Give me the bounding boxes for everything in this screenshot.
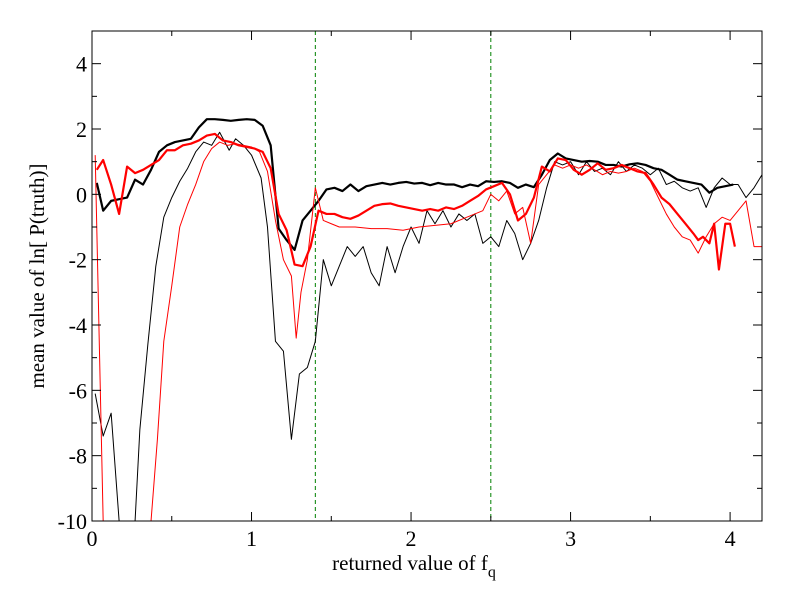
x-tick-label: 2	[406, 526, 417, 551]
series-line-3	[95, 132, 736, 271]
series-layer	[94, 118, 762, 521]
y-tick-label: -6	[69, 378, 87, 403]
y-tick-label: -10	[58, 509, 87, 534]
y-tick-label: -2	[69, 248, 87, 273]
axis-tick-labels: 0 1 2 3 4 -10 -8 -6 -4 -2 0 2 4	[58, 52, 736, 551]
series-line-1	[95, 118, 734, 251]
y-tick-label: 4	[76, 52, 87, 77]
series-line-4	[94, 141, 762, 521]
x-axis-label-subscript: q	[488, 564, 496, 581]
y-tick-label: 0	[76, 182, 87, 207]
reference-lines	[314, 31, 492, 521]
x-tick-label: 3	[565, 526, 576, 551]
x-axis-label: returned value of f	[332, 551, 488, 575]
y-tick-label: -4	[69, 313, 87, 338]
x-tick-label: 0	[87, 526, 98, 551]
x-axis-title: returned value of fq	[332, 551, 496, 581]
y-tick-label: 2	[76, 117, 87, 142]
axis-ticks	[91, 31, 762, 522]
y-axis-title: mean value of ln[ P(truth)]	[25, 163, 49, 388]
plot-frame	[91, 30, 763, 522]
x-tick-label: 4	[725, 526, 736, 551]
x-tick-label: 1	[246, 526, 257, 551]
y-tick-label: -8	[69, 444, 87, 469]
